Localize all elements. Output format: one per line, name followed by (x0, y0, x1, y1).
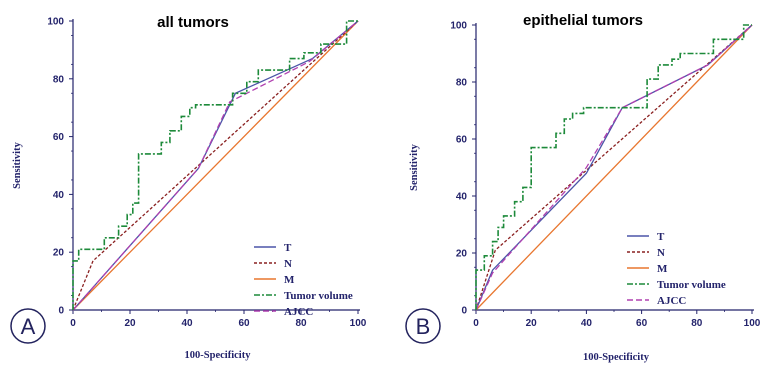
x-tick-label: 80 (295, 318, 307, 329)
x-tick-label: 100 (744, 318, 761, 329)
legend-label: AJCC (657, 295, 686, 307)
series-line-ajcc (72, 20, 359, 311)
series-line-n (72, 20, 359, 311)
legend-label: N (657, 247, 665, 259)
y-tick-label: 40 (456, 192, 468, 203)
x-tick-label: 40 (181, 318, 193, 329)
legend-label: Tumor volume (284, 290, 353, 302)
x-tick-label: 80 (691, 318, 703, 329)
panel-badge-label: A (21, 314, 36, 339)
y-tick-label: 40 (53, 190, 65, 201)
x-axis-label: 100-Specificity (583, 352, 650, 363)
legend-label: T (284, 242, 292, 254)
legend-label: T (657, 231, 665, 243)
panel-badge-circle (10, 308, 46, 344)
chart-title: epithelial tumors (523, 12, 643, 29)
series-line-t (475, 24, 753, 311)
y-tick-label: 80 (53, 74, 65, 85)
y-axis-label: Sensitivity (409, 143, 420, 190)
chart-panel-b: 0 20 40 60 80 100 0 20 40 60 80 100 100-Specificity S… (405, 12, 761, 363)
legend-label: M (657, 263, 668, 275)
y-tick-label: 0 (58, 306, 64, 317)
x-tick-label: 20 (124, 318, 136, 329)
series-line-tumor-volume (72, 20, 358, 310)
y-tick-label: 100 (450, 21, 467, 32)
x-axis-label: 100-Specificity (185, 350, 252, 361)
series-line-ajcc (475, 24, 753, 311)
x-tick-label: 60 (238, 318, 250, 329)
panel-badge-circle (405, 308, 441, 344)
series-line-n (475, 24, 753, 311)
x-tick-label: 100 (350, 318, 367, 329)
chart-panel-a: 0 20 40 60 80 100 0 20 40 60 80 100 100-Specificity S… (10, 14, 367, 361)
legend-label: Tumor volume (657, 279, 726, 291)
x-tick-label: 0 (70, 318, 76, 329)
series-line-m (475, 24, 753, 311)
y-tick-label: 60 (456, 135, 468, 146)
y-axis-label: Sensitivity (12, 141, 23, 188)
panel-badge-label: B (416, 314, 431, 339)
legend-label: AJCC (284, 306, 313, 318)
x-tick-label: 40 (581, 318, 593, 329)
y-tick-label: 60 (53, 132, 65, 143)
series-line-m (72, 20, 359, 311)
x-tick-label: 60 (636, 318, 648, 329)
series-line-tumor-volume (475, 24, 752, 310)
y-tick-label: 20 (53, 248, 65, 259)
legend-label: N (284, 258, 292, 270)
y-tick-label: 100 (47, 17, 64, 28)
y-tick-label: 0 (461, 306, 467, 317)
y-tick-label: 80 (456, 78, 468, 89)
y-tick-label: 20 (456, 249, 468, 260)
x-tick-label: 20 (526, 318, 538, 329)
legend-label: M (284, 274, 295, 286)
chart-title: all tumors (157, 14, 229, 31)
x-tick-label: 0 (473, 318, 479, 329)
